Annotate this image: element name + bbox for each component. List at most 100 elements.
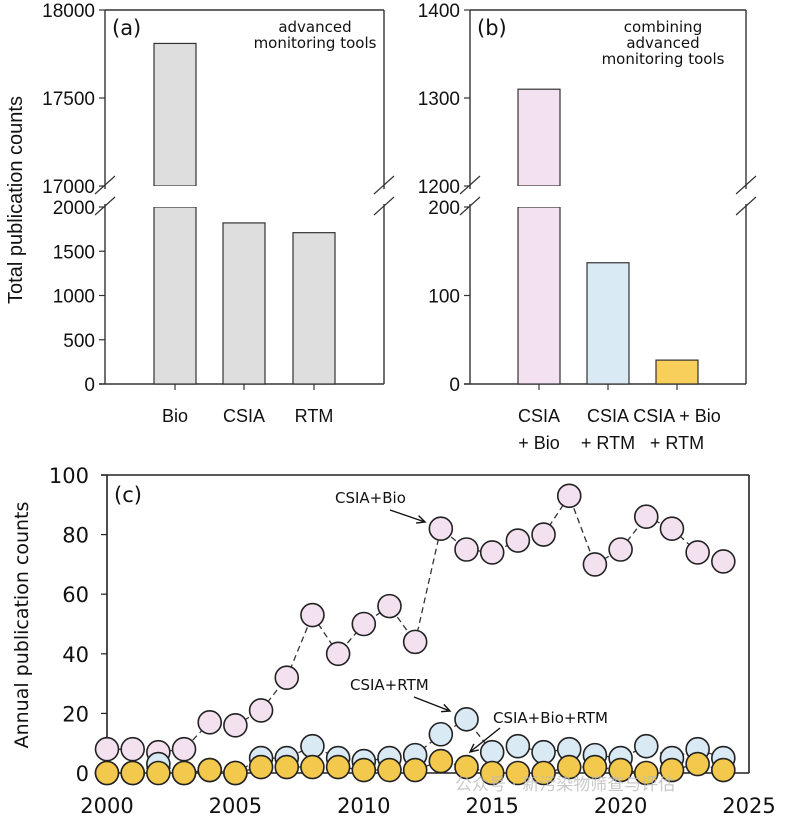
data-point bbox=[633, 504, 659, 530]
data-point bbox=[531, 522, 556, 547]
y-tick-label: 1200 bbox=[418, 177, 460, 198]
axis-break-mark bbox=[94, 175, 116, 195]
y-tick-label: 1000 bbox=[53, 287, 95, 308]
category-label: CSIA bbox=[587, 406, 629, 426]
data-point bbox=[325, 754, 351, 780]
y-tick-label: 17500 bbox=[42, 89, 95, 110]
bar-upper-segment bbox=[517, 88, 561, 187]
panel-a: 17000 17500 18000 0 500 1000 1500 2000 Bio CSIA RT… bbox=[5, 1, 395, 426]
data-point bbox=[633, 733, 659, 759]
y-tick-label: 0 bbox=[84, 375, 95, 396]
data-point bbox=[248, 754, 274, 780]
axis-break-mark bbox=[735, 196, 757, 216]
panel-b: 1200 1300 1400 0 100 200 CSIA + Bio CSIA + RTM CSI… bbox=[418, 1, 757, 453]
x-tick-label: 2025 bbox=[722, 794, 775, 816]
arrow-csia-rtm bbox=[413, 696, 451, 712]
bar-break-gap bbox=[517, 186, 561, 207]
annotation-csia-rtm: CSIA+RTM bbox=[350, 676, 429, 694]
y-tick-label: 0 bbox=[449, 375, 460, 396]
y-tick-label: 1400 bbox=[418, 1, 460, 22]
category-label: Bio bbox=[162, 406, 188, 426]
category-label: + RTM bbox=[581, 433, 635, 453]
panel-annotation: advanced bbox=[278, 18, 351, 36]
data-point bbox=[171, 736, 197, 762]
data-point bbox=[531, 739, 556, 765]
category-label: + Bio bbox=[518, 433, 560, 453]
data-point bbox=[479, 760, 505, 786]
data-point bbox=[171, 760, 197, 786]
annotation-csia-bio-rtm: CSIA+Bio+RTM bbox=[493, 709, 608, 727]
data-point bbox=[428, 721, 454, 747]
panel-label: (b) bbox=[477, 16, 507, 40]
data-point bbox=[325, 641, 351, 667]
panel-label: (a) bbox=[112, 16, 141, 40]
y-tick-label: 1300 bbox=[418, 89, 460, 110]
panel-label: (c) bbox=[114, 483, 142, 507]
data-point bbox=[120, 760, 145, 786]
panel-c: 0 20 40 60 80 100 2000 2005 2010 2015 2020 2025 Annu… bbox=[11, 464, 776, 816]
category-label: CSIA bbox=[223, 406, 265, 426]
data-point bbox=[300, 602, 325, 628]
data-point bbox=[582, 754, 608, 780]
data-point bbox=[556, 754, 582, 780]
data-point bbox=[248, 698, 274, 723]
data-point bbox=[300, 754, 325, 780]
axis-break-mark bbox=[373, 196, 395, 216]
data-point bbox=[402, 629, 428, 655]
y-tick-label: 80 bbox=[62, 524, 89, 548]
data-point bbox=[505, 760, 531, 786]
panel-annotation: advanced bbox=[626, 34, 699, 52]
x-tick-label: 2015 bbox=[465, 794, 518, 816]
bar bbox=[655, 359, 699, 385]
data-point bbox=[428, 516, 454, 541]
y-tick-label: 0 bbox=[76, 762, 89, 786]
axis-break-mark bbox=[373, 175, 395, 195]
data-point bbox=[633, 760, 659, 786]
y-axis-title: Total publication counts bbox=[5, 96, 27, 304]
bar bbox=[222, 222, 266, 385]
y-tick-label: 100 bbox=[49, 464, 89, 488]
bar-lower-segment bbox=[153, 206, 197, 385]
y-tick-label: 100 bbox=[428, 287, 460, 308]
arrow-csia-bio bbox=[389, 509, 426, 523]
data-point bbox=[556, 483, 582, 509]
x-tick-label: 2010 bbox=[337, 794, 390, 816]
annotation-csia-bio: CSIA+Bio bbox=[335, 489, 406, 507]
watermark: 公众号 · 新污染物筛查与评估 bbox=[455, 775, 675, 795]
data-point bbox=[505, 733, 531, 759]
y-tick-label: 1500 bbox=[53, 242, 95, 263]
category-label: CSIA bbox=[518, 406, 560, 426]
data-point bbox=[300, 733, 325, 759]
y-tick-label: 60 bbox=[62, 583, 89, 607]
bar-lower-segment bbox=[517, 206, 561, 385]
arrow-head-icon bbox=[440, 703, 452, 713]
data-point bbox=[94, 760, 120, 786]
data-point bbox=[146, 760, 171, 786]
data-point bbox=[120, 736, 145, 762]
arrow-head-icon bbox=[415, 515, 427, 524]
data-point bbox=[274, 754, 300, 780]
category-label: RTM bbox=[295, 406, 334, 426]
data-point bbox=[685, 751, 710, 777]
arrow-head-icon bbox=[468, 743, 479, 754]
data-point bbox=[428, 748, 454, 774]
data-point bbox=[197, 710, 223, 735]
x-tick-label: 2000 bbox=[80, 794, 133, 816]
data-point bbox=[454, 754, 479, 780]
y-tick-label: 40 bbox=[62, 643, 89, 667]
y-tick-label: 20 bbox=[62, 702, 89, 726]
bar bbox=[292, 232, 336, 385]
axis-break-mark bbox=[735, 175, 757, 195]
data-point bbox=[454, 537, 479, 562]
category-label: + RTM bbox=[650, 433, 704, 453]
y-tick-label: 500 bbox=[63, 331, 95, 352]
bar-upper-segment bbox=[153, 42, 197, 187]
data-point bbox=[274, 665, 300, 690]
series-line-csia-bio bbox=[107, 494, 724, 753]
y-tick-label: 17000 bbox=[42, 177, 95, 198]
data-point bbox=[197, 757, 223, 783]
panel-annotation: combining bbox=[624, 18, 702, 36]
x-tick-label: 2020 bbox=[594, 794, 647, 816]
panel-annotation: monitoring tools bbox=[254, 34, 377, 52]
